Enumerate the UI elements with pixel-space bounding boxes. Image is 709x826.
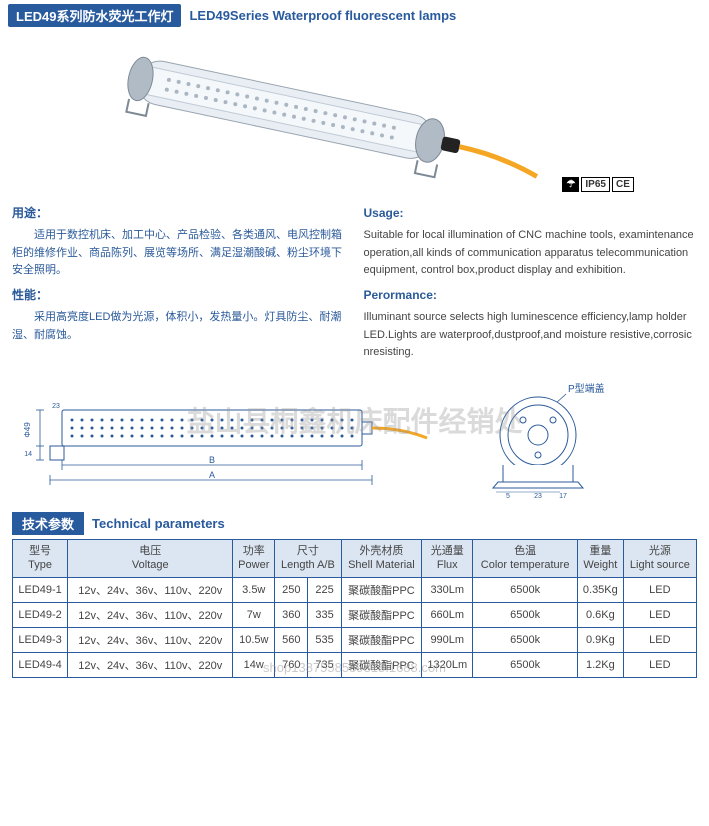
cell-weight: 0.35Kg <box>577 577 623 602</box>
desc-en: Usage: Suitable for local illumination o… <box>364 200 698 368</box>
svg-text:B: B <box>209 455 215 465</box>
svg-text:23: 23 <box>534 493 542 500</box>
cell-type: LED49-1 <box>13 577 68 602</box>
diagram-section: B A Φ49 14 23 P型端盖 5 23 17 <box>0 376 709 504</box>
cell-len_a: 250 <box>275 577 308 602</box>
svg-text:5: 5 <box>506 493 510 500</box>
cell-voltage: 12v、24v、36v、110v、220v <box>68 577 233 602</box>
cell-type: LED49-4 <box>13 652 68 677</box>
th-weight: 重量Weight <box>577 539 623 577</box>
cell-voltage: 12v、24v、36v、110v、220v <box>68 652 233 677</box>
description-section: 用途： 适用于数控机床、加工中心、产品检验、各类通风、电风控制箱柜的维修作业、商… <box>0 196 709 376</box>
perf-en-text: Illuminant source selects high luminesce… <box>364 309 698 362</box>
badges: ☂ IP65 CE <box>562 177 633 192</box>
cell-power: 14w <box>233 652 275 677</box>
svg-text:17: 17 <box>559 493 567 500</box>
cell-len_a: 760 <box>275 652 308 677</box>
cell-type: LED49-2 <box>13 602 68 627</box>
cell-len_a: 560 <box>275 627 308 652</box>
cell-flux: 990Lm <box>422 627 473 652</box>
umbrella-icon: ☂ <box>562 177 579 192</box>
cell-power: 7w <box>233 602 275 627</box>
tech-header: 技术参数 Technical parameters <box>12 512 697 535</box>
svg-text:A: A <box>209 470 215 480</box>
cell-flux: 330Lm <box>422 577 473 602</box>
table-header-row: 型号Type 电压Voltage 功率Power 尺寸Length A/B 外壳… <box>13 539 697 577</box>
cell-source: LED <box>623 652 696 677</box>
th-shell: 外壳材质Shell Material <box>341 539 422 577</box>
desc-cn: 用途： 适用于数控机床、加工中心、产品检验、各类通风、电风控制箱柜的维修作业、商… <box>12 200 346 368</box>
svg-text:23: 23 <box>52 403 60 410</box>
svg-text:P型端盖: P型端盖 <box>568 382 605 395</box>
cell-source: LED <box>623 602 696 627</box>
svg-text:14: 14 <box>24 451 32 458</box>
spec-table: 型号Type 电压Voltage 功率Power 尺寸Length A/B 外壳… <box>12 539 697 678</box>
usage-en-text: Suitable for local illumination of CNC m… <box>364 227 698 280</box>
cell-power: 3.5w <box>233 577 275 602</box>
cell-len_b: 735 <box>308 652 341 677</box>
cell-temp: 6500k <box>473 652 578 677</box>
th-temp: 色温Color temperature <box>473 539 578 577</box>
th-flux: 光通量Flux <box>422 539 473 577</box>
cell-flux: 1320Lm <box>422 652 473 677</box>
tech-en-label: Technical parameters <box>92 516 225 531</box>
usage-cn-label: 用途： <box>12 204 346 223</box>
cell-shell: 聚碳酸酯PPC <box>341 602 422 627</box>
cell-len_a: 360 <box>275 602 308 627</box>
cell-len_b: 335 <box>308 602 341 627</box>
cell-source: LED <box>623 627 696 652</box>
cell-temp: 6500k <box>473 602 578 627</box>
th-power: 功率Power <box>233 539 275 577</box>
th-type: 型号Type <box>13 539 68 577</box>
th-voltage: 电压Voltage <box>68 539 233 577</box>
cell-weight: 1.2Kg <box>577 652 623 677</box>
cell-shell: 聚碳酸酯PPC <box>341 577 422 602</box>
table-row: LED49-312v、24v、36v、110v、220v10.5w560535聚… <box>13 627 697 652</box>
dimension-drawing: B A Φ49 14 23 <box>12 380 432 500</box>
cell-type: LED49-3 <box>13 627 68 652</box>
ce-badge: CE <box>612 177 634 192</box>
perf-cn-text: 采用高亮度LED做为光源，体积小，发热量小。灯具防尘、耐潮湿、耐腐蚀。 <box>12 309 346 344</box>
cell-weight: 0.9Kg <box>577 627 623 652</box>
cell-weight: 0.6Kg <box>577 602 623 627</box>
tech-cn-label: 技术参数 <box>12 512 84 535</box>
usage-en-label: Usage: <box>364 204 698 223</box>
cell-source: LED <box>623 577 696 602</box>
lamp-illustration <box>75 39 555 189</box>
th-length: 尺寸Length A/B <box>275 539 342 577</box>
cell-len_b: 225 <box>308 577 341 602</box>
title-cn: LED49系列防水荧光工作灯 <box>8 4 181 27</box>
table-row: LED49-412v、24v、36v、110v、220v14w760735聚碳酸… <box>13 652 697 677</box>
perf-cn-label: 性能： <box>12 286 346 305</box>
perf-en-label: Perormance: <box>364 286 698 305</box>
cell-len_b: 535 <box>308 627 341 652</box>
title-en: LED49Series Waterproof fluorescent lamps <box>189 8 456 23</box>
ip65-badge: IP65 <box>581 177 610 192</box>
cell-flux: 660Lm <box>422 602 473 627</box>
cell-voltage: 12v、24v、36v、110v、220v <box>68 627 233 652</box>
cell-temp: 6500k <box>473 577 578 602</box>
cell-temp: 6500k <box>473 627 578 652</box>
table-row: LED49-112v、24v、36v、110v、220v3.5w250225聚碳… <box>13 577 697 602</box>
svg-text:Φ49: Φ49 <box>23 422 32 438</box>
cell-shell: 聚碳酸酯PPC <box>341 627 422 652</box>
title-bar: LED49系列防水荧光工作灯 LED49Series Waterproof fl… <box>0 0 709 31</box>
cell-power: 10.5w <box>233 627 275 652</box>
endcap-drawing: P型端盖 5 23 17 <box>448 380 628 500</box>
th-source: 光源Light source <box>623 539 696 577</box>
table-row: LED49-212v、24v、36v、110v、220v7w360335聚碳酸酯… <box>13 602 697 627</box>
cell-voltage: 12v、24v、36v、110v、220v <box>68 602 233 627</box>
usage-cn-text: 适用于数控机床、加工中心、产品检验、各类通风、电风控制箱柜的维修作业、商品陈列、… <box>12 227 346 280</box>
cell-shell: 聚碳酸酯PPC <box>341 652 422 677</box>
product-image: ☂ IP65 CE <box>0 39 709 192</box>
